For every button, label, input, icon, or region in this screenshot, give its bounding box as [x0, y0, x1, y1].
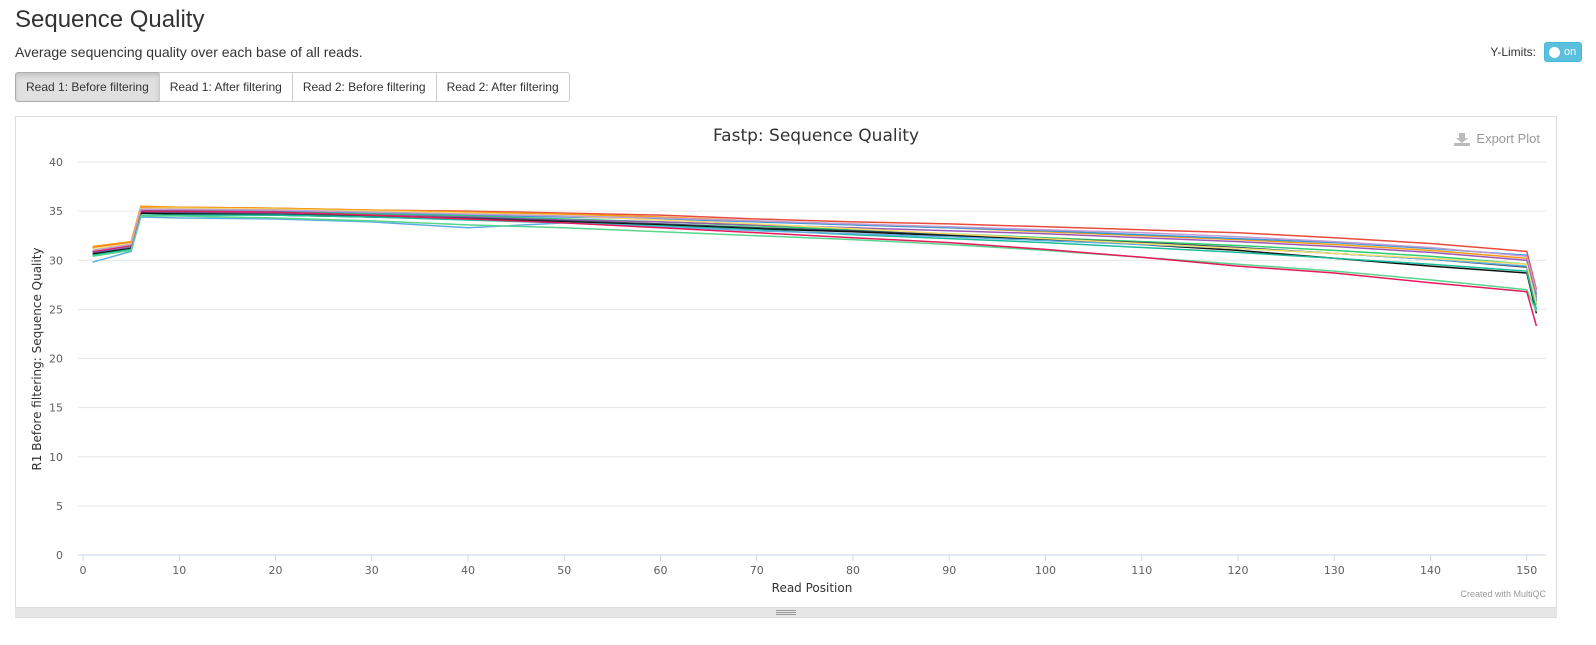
- y-tick-label: 5: [56, 500, 63, 513]
- y-tick-label: 10: [49, 451, 63, 464]
- y-tick-label: 40: [49, 156, 63, 169]
- tab-read1-after[interactable]: Read 1: After filtering: [158, 72, 293, 102]
- resize-grip-icon: [776, 610, 796, 615]
- tab-read2-after[interactable]: Read 2: After filtering: [435, 72, 570, 102]
- y-axis-label: R1 Before filtering: Sequence Quality: [30, 247, 44, 470]
- grid-layer: [78, 161, 1546, 556]
- x-tick-label: 100: [1035, 564, 1056, 577]
- series-line-13[interactable]: [92, 208, 1538, 292]
- plot-resize-handle[interactable]: [15, 608, 1557, 618]
- x-tick-label: 90: [942, 564, 956, 577]
- ylimits-toggle-text: on: [1564, 46, 1577, 58]
- tab-read2-before[interactable]: Read 2: Before filtering: [291, 72, 437, 102]
- line-chart: 0 5 10 15 20 25 30 35 40 0 10 20 30 40 50 60 70 80 90 100 11…: [30, 126, 1546, 595]
- toggle-knob-icon: [1549, 46, 1560, 58]
- series-line-5[interactable]: [92, 211, 1538, 298]
- x-tick-label: 150: [1516, 564, 1537, 577]
- ylimits-control: Y-Limits: on: [1490, 42, 1582, 62]
- export-plot-label: Export Plot: [1476, 131, 1540, 146]
- x-tick-label: 50: [557, 564, 571, 577]
- download-icon: [1454, 132, 1471, 146]
- x-tick-label: 10: [172, 564, 186, 577]
- y-tick-label: 25: [49, 303, 63, 316]
- y-tick-label: 20: [49, 353, 63, 366]
- series-line-11[interactable]: [92, 210, 1538, 327]
- multiqc-credit: Created with MultiQC: [1460, 589, 1546, 599]
- y-tick-label: 15: [49, 402, 63, 415]
- series-layer: [92, 205, 1538, 327]
- axis-layer: 0 5 10 15 20 25 30 35 40 0 10 20 30 40 50 60 70 80 90 100 11…: [49, 156, 1546, 577]
- series-line-3[interactable]: [92, 209, 1538, 295]
- page-subtitle: Average sequencing quality over each bas…: [15, 44, 363, 60]
- x-tick-label: 40: [461, 564, 475, 577]
- x-tick-label: 80: [846, 564, 860, 577]
- ylimits-toggle[interactable]: on: [1544, 42, 1582, 62]
- x-tick-label: 130: [1324, 564, 1345, 577]
- y-tick-label: 30: [49, 254, 63, 267]
- x-tick-label: 30: [365, 564, 379, 577]
- page-title: Sequence Quality: [15, 6, 205, 33]
- x-tick-label: 0: [80, 564, 87, 577]
- y-tick-label: 35: [49, 205, 63, 218]
- y-tick-label: 0: [56, 549, 63, 562]
- read-tabs: Read 1: Before filtering Read 1: After f…: [15, 72, 570, 102]
- x-tick-label: 70: [750, 564, 764, 577]
- x-axis-label: Read Position: [772, 581, 853, 595]
- export-plot-button[interactable]: Export Plot: [1454, 131, 1540, 146]
- plot-container: 0 5 10 15 20 25 30 35 40 0 10 20 30 40 50 60 70 80 90 100 11…: [15, 116, 1557, 608]
- chart-title: Fastp: Sequence Quality: [713, 126, 919, 146]
- x-tick-label: 120: [1228, 564, 1249, 577]
- x-tick-label: 20: [269, 564, 283, 577]
- x-tick-label: 140: [1420, 564, 1441, 577]
- ylimits-label: Y-Limits:: [1490, 45, 1536, 59]
- tab-read1-before[interactable]: Read 1: Before filtering: [15, 72, 160, 102]
- series-line-8[interactable]: [92, 214, 1538, 310]
- series-line-10[interactable]: [92, 215, 1538, 312]
- x-tick-label: 60: [654, 564, 668, 577]
- series-line-12[interactable]: [92, 207, 1538, 304]
- x-tick-label: 110: [1131, 564, 1152, 577]
